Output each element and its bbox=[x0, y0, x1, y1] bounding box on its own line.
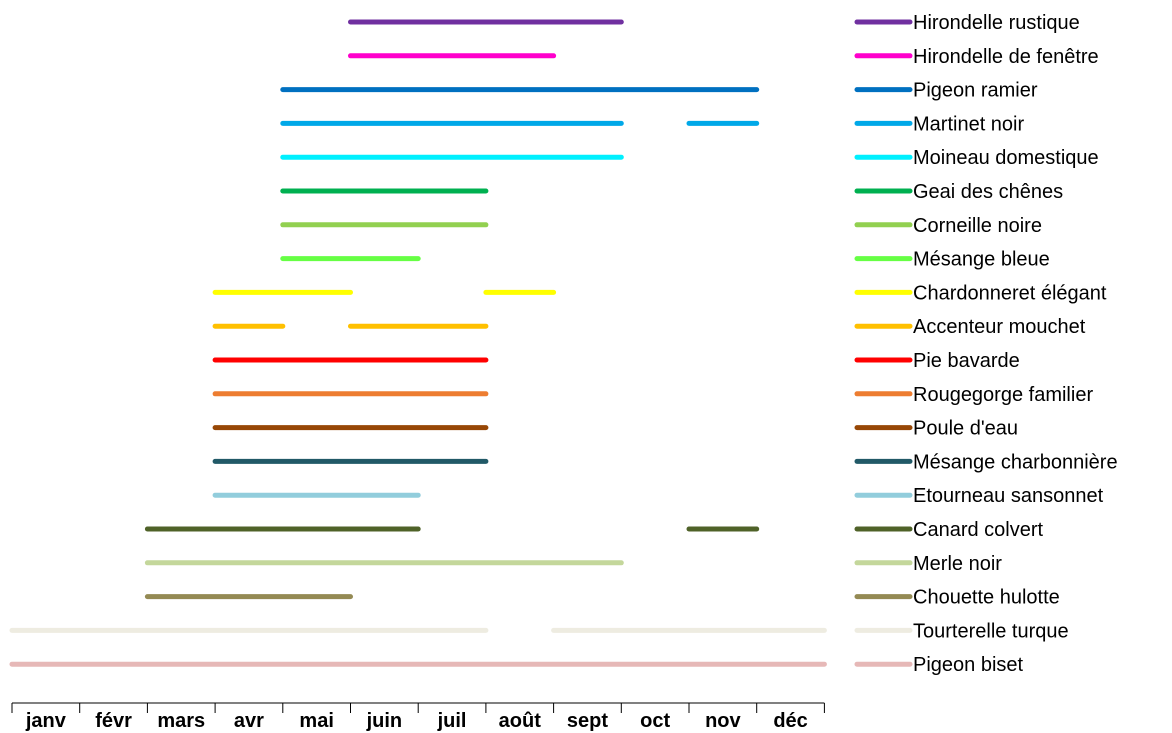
x-tick-label-avr: avr bbox=[234, 710, 264, 732]
x-tick-label-fevr: févr bbox=[95, 710, 132, 732]
legend-label-mesange-charbonniere: Mésange charbonnière bbox=[913, 451, 1118, 473]
legend-label-poule-d-eau: Poule d'eau bbox=[913, 418, 1018, 440]
legend-label-etourneau-sansonnet: Etourneau sansonnet bbox=[913, 485, 1104, 507]
legend-label-canard-colvert: Canard colvert bbox=[913, 519, 1044, 541]
legend-label-pigeon-biset: Pigeon biset bbox=[913, 654, 1024, 676]
legend-label-merle-noir: Merle noir bbox=[913, 553, 1002, 575]
legend-label-martinet-noir: Martinet noir bbox=[913, 113, 1024, 135]
legend-label-pie-bavarde: Pie bavarde bbox=[913, 350, 1020, 372]
x-tick-label-aout: août bbox=[499, 710, 542, 732]
legend-label-hirondelle-rustique: Hirondelle rustique bbox=[913, 12, 1080, 34]
legend-label-accenteur-mouchet: Accenteur mouchet bbox=[913, 316, 1086, 338]
legend-label-tourterelle-turque: Tourterelle turque bbox=[913, 620, 1069, 642]
x-tick-label-nov: nov bbox=[705, 710, 741, 732]
legend-label-corneille-noire: Corneille noire bbox=[913, 215, 1042, 237]
x-tick-label-dec: déc bbox=[773, 710, 807, 732]
legend-label-pigeon-ramier: Pigeon ramier bbox=[913, 80, 1038, 102]
x-tick-label-sept: sept bbox=[567, 710, 608, 732]
x-tick-label-mai: mai bbox=[299, 710, 333, 732]
x-tick-label-janv: janv bbox=[25, 710, 67, 732]
legend-label-mesange-bleue: Mésange bleue bbox=[913, 249, 1050, 271]
x-tick-label-juin: juin bbox=[366, 710, 403, 732]
legend-label-chardonneret-elegant: Chardonneret élégant bbox=[913, 282, 1107, 304]
legend-label-moineau-domestique: Moineau domestique bbox=[913, 147, 1099, 169]
x-tick-label-mars: mars bbox=[157, 710, 205, 732]
legend-label-geai-des-chenes: Geai des chênes bbox=[913, 181, 1063, 203]
legend-label-hirondelle-de-fenetre: Hirondelle de fenêtre bbox=[913, 46, 1099, 68]
chart-legend: Hirondelle rustique Hirondelle de fenêtre… bbox=[854, 12, 1118, 676]
month-axis: janv févr mars avr mai juin juil août sept oct nov… bbox=[11, 702, 825, 732]
legend-label-rougegorge-familier: Rougegorge familier bbox=[913, 384, 1093, 406]
chart-bars bbox=[9, 19, 827, 667]
x-tick-label-juil: juil bbox=[437, 710, 467, 732]
legend-label-chouette-hulotte: Chouette hulotte bbox=[913, 587, 1060, 609]
x-tick-label-oct: oct bbox=[640, 710, 670, 732]
